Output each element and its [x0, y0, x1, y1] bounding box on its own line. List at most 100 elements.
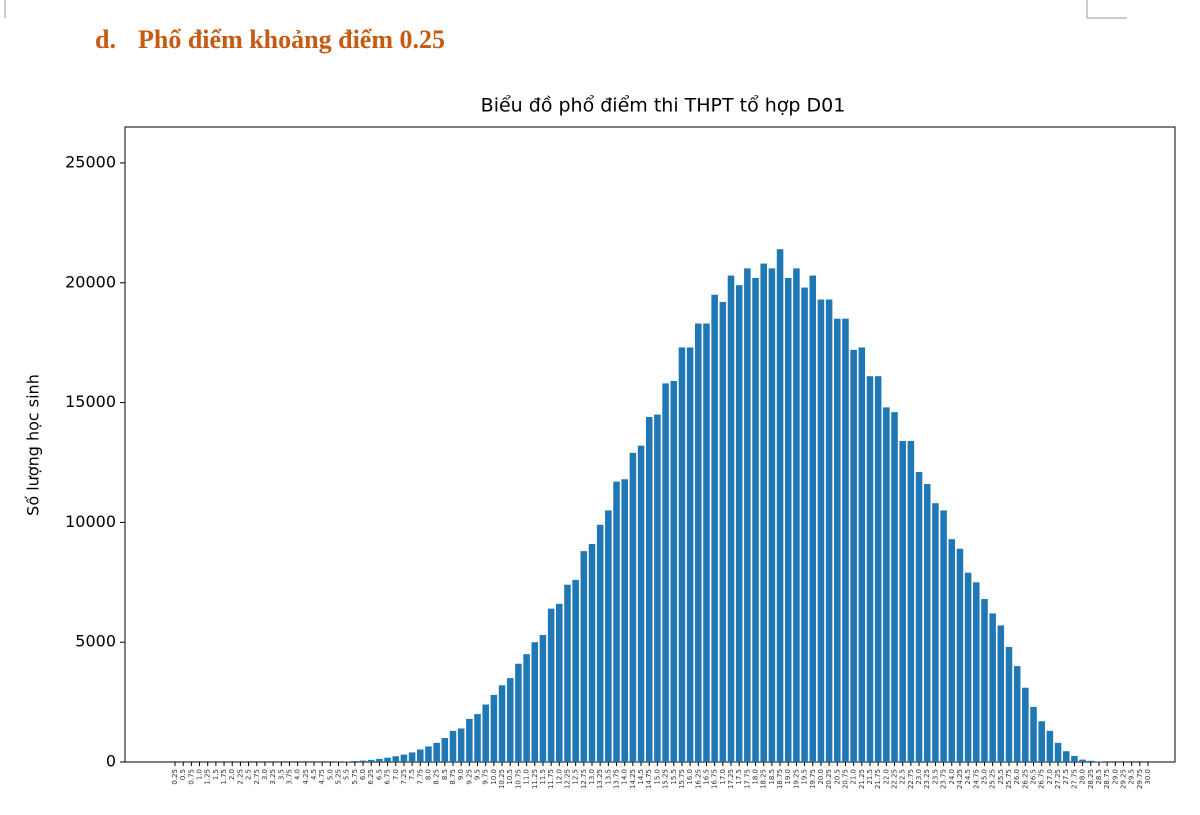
y-tick-label: 5000	[75, 632, 116, 651]
bar	[989, 613, 996, 762]
bar	[850, 349, 857, 762]
x-tick-label: 5.25	[335, 769, 343, 785]
x-tick-label: 23.0	[915, 769, 923, 785]
x-tick-label: 21.25	[858, 769, 866, 789]
bar	[834, 318, 841, 762]
y-tick-label: 15000	[65, 392, 116, 411]
x-tick-label: 5.5	[343, 769, 351, 780]
x-tick-label: 7.25	[400, 769, 408, 785]
x-tick-label: 18.5	[768, 769, 776, 785]
x-tick-label: 1.5	[212, 769, 220, 780]
bar	[948, 539, 956, 762]
x-tick-label: 29.5	[1128, 769, 1136, 785]
x-tick-label: 9.0	[457, 769, 465, 780]
x-tick-label: 24.5	[964, 769, 972, 785]
x-tick-label: 23.5	[931, 769, 939, 785]
x-tick-label: 19.25	[792, 769, 800, 789]
bar	[997, 625, 1005, 762]
bar	[752, 277, 759, 762]
bar	[899, 440, 906, 762]
x-tick-label: 26.75	[1038, 769, 1046, 789]
x-tick-label: 30.0	[1144, 769, 1152, 785]
bar	[645, 416, 653, 762]
x-tick-label: 19.75	[809, 769, 817, 789]
x-tick-label: 17.25	[727, 769, 735, 789]
bar	[392, 756, 400, 762]
x-tick-label: 3.25	[269, 769, 277, 785]
x-tick-label: 6.5	[375, 769, 383, 780]
bar	[1062, 751, 1070, 762]
bar	[1046, 730, 1054, 762]
x-tick-label: 23.25	[923, 769, 931, 789]
bar	[564, 584, 571, 762]
bar	[907, 440, 915, 762]
x-tick-label: 2.25	[236, 769, 244, 785]
x-tick-label: 15.75	[678, 769, 686, 789]
bar	[400, 754, 408, 762]
x-tick-label: 27.25	[1054, 769, 1062, 789]
bar	[1013, 666, 1021, 762]
bar	[441, 738, 449, 762]
bar	[556, 603, 563, 762]
bar	[629, 452, 637, 762]
x-tick-label: 28.5	[1095, 769, 1103, 785]
x-tick-label: 26.0	[1013, 769, 1021, 785]
bar	[490, 694, 498, 762]
x-tick-label: 1.25	[204, 769, 212, 785]
chart-title: Biểu đồ phổ điểm thi THPT tổ hợp D01	[481, 95, 846, 117]
x-tick-label: 5.0	[326, 769, 334, 780]
x-tick-label: 12.0	[555, 769, 563, 785]
bar	[613, 481, 620, 762]
x-tick-label: 12.75	[580, 769, 588, 789]
x-tick-label: 3.5	[277, 769, 285, 780]
y-tick-label: 25000	[65, 152, 116, 171]
x-tick-label: 14.25	[629, 769, 637, 789]
x-tick-label: 10.75	[514, 769, 522, 789]
x-tick-label: 27.0	[1046, 769, 1054, 785]
bar	[956, 548, 964, 762]
x-tick-label: 13.0	[588, 769, 596, 785]
x-tick-label: 13.5	[604, 769, 612, 785]
x-tick-label: 14.5	[637, 769, 645, 785]
x-tick-label: 14.75	[645, 769, 653, 789]
x-tick-label: 7.5	[408, 769, 416, 780]
x-tick-label: 17.0	[719, 769, 727, 785]
x-tick-label: 19.0	[784, 769, 792, 785]
bar	[367, 759, 375, 762]
x-tick-label: 23.75	[940, 769, 948, 789]
x-tick-label: 11.0	[523, 769, 531, 785]
bar	[474, 714, 481, 762]
x-tick-label: 3.0	[261, 769, 269, 780]
y-axis-label: Số lượng học sinh	[24, 374, 43, 516]
bar	[637, 445, 645, 762]
bar	[866, 376, 874, 762]
x-tick-label: 8.0	[424, 769, 432, 780]
bar	[923, 484, 931, 762]
bar	[359, 760, 367, 762]
bar	[523, 654, 530, 762]
x-tick-label: 5.75	[351, 769, 359, 785]
bar	[539, 635, 547, 762]
x-tick-label: 7.0	[392, 769, 400, 780]
x-tick-label: 22.0	[882, 769, 890, 785]
x-tick-label: 10.5	[506, 769, 514, 785]
bar	[915, 472, 923, 762]
x-tick-label: 6.25	[367, 769, 375, 785]
bar	[670, 381, 678, 762]
x-tick-label: 1.0	[196, 769, 204, 780]
x-tick-label: 29.0	[1111, 769, 1119, 785]
x-tick-label: 28.0	[1079, 769, 1087, 785]
x-tick-label: 15.5	[670, 769, 678, 785]
bar	[572, 579, 579, 762]
x-tick-label: 8.25	[433, 769, 441, 785]
x-tick-label: 16.75	[711, 769, 719, 789]
bar	[842, 318, 849, 762]
x-tick-label: 20.75	[841, 769, 849, 789]
x-tick-label: 24.75	[972, 769, 980, 789]
bar	[817, 299, 825, 762]
bar	[457, 728, 465, 762]
x-tick-label: 9.25	[465, 769, 473, 785]
bar	[891, 412, 898, 762]
x-tick-label: 22.75	[907, 769, 915, 789]
x-tick-label: 9.5	[474, 769, 482, 780]
